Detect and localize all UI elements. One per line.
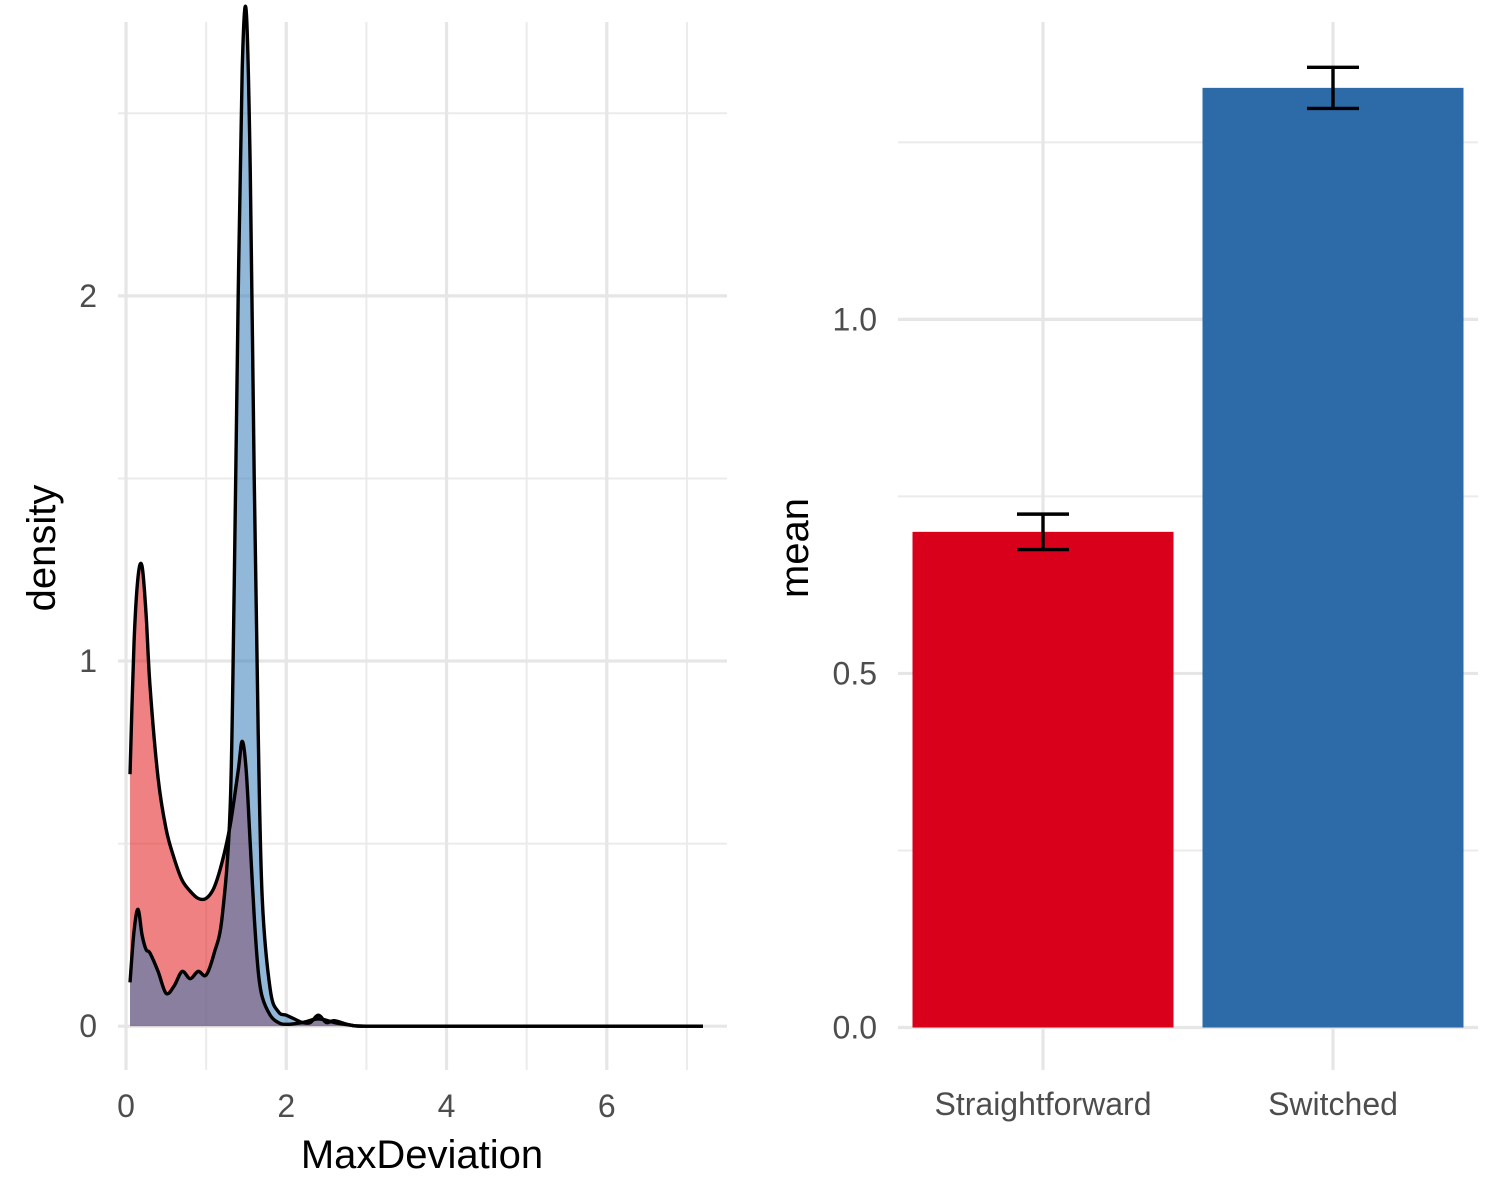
density-area-1 (130, 6, 703, 1027)
bar-y-tick-label: 0.0 (833, 1010, 877, 1046)
bar-y-tick-label: 0.5 (833, 655, 877, 691)
density-y-axis-title: density (20, 485, 64, 612)
density-plot: 0 1 2 0 2 4 6 MaxDeviation density (20, 4, 727, 1177)
density-line-1 (128, 4, 703, 1028)
density-areas (128, 4, 703, 1028)
bar-x-tick-labels: Straightforward Switched (935, 1086, 1398, 1122)
density-x-tick-label: 6 (598, 1088, 616, 1124)
bar-x-tick-label: Switched (1268, 1086, 1398, 1122)
bar-chart: 0.0 0.5 1.0 Straightforward Switched mean (773, 22, 1478, 1122)
density-grid (118, 22, 727, 1070)
density-y-tick-label: 0 (79, 1008, 97, 1044)
bar-y-axis-title: mean (773, 498, 817, 598)
density-x-tick-label: 4 (438, 1088, 456, 1124)
density-x-tick-label: 2 (277, 1088, 295, 1124)
bar-error-bars (1017, 65, 1359, 552)
bar-straightforward (912, 531, 1174, 1028)
density-y-tick-label: 2 (79, 278, 97, 314)
bar-switched (1202, 87, 1464, 1028)
density-y-tick-label: 1 (79, 643, 97, 679)
error-bar (1017, 512, 1069, 552)
bar-bars (912, 87, 1464, 1028)
density-x-axis-title: MaxDeviation (301, 1133, 543, 1177)
bar-x-tick-label: Straightforward (935, 1086, 1152, 1122)
error-bar (1307, 65, 1359, 111)
bar-y-tick-labels: 0.0 0.5 1.0 (833, 301, 877, 1045)
density-y-tick-labels: 0 1 2 (79, 278, 97, 1044)
bar-y-tick-label: 1.0 (833, 301, 877, 337)
density-x-tick-labels: 0 2 4 6 (117, 1088, 616, 1124)
density-x-tick-label: 0 (117, 1088, 135, 1124)
